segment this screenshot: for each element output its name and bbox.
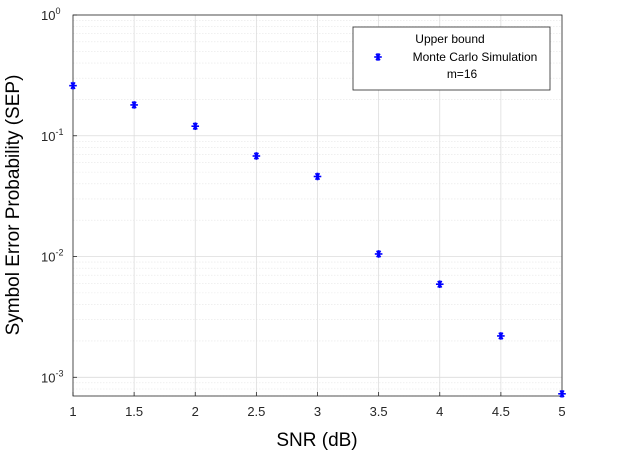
x-tick-label: 1.5 [125,404,143,419]
legend: Upper bound Monte Carlo Simulation m=16 [352,26,551,91]
legend-box [352,26,551,91]
data-point [374,250,383,258]
legend-marker-asterisk [374,53,382,61]
x-tick-label: 2 [192,404,199,419]
legend-asterisk [374,53,382,61]
y-tick-label: 10-2 [41,248,63,265]
data-point [558,389,566,398]
data-point [69,81,77,90]
x-tick-label: 2.5 [247,404,265,419]
y-tick-label: 100 [41,6,60,23]
data-point [191,122,200,131]
x-tick-label: 4 [436,404,443,419]
y-tick-label: 10-1 [41,127,63,144]
legend-entry-monte-carlo: Monte Carlo Simulation [413,50,538,64]
y-tick-label: 10-3 [41,368,63,385]
data-point [130,101,138,109]
data-point [252,152,261,160]
legend-entry-m16: m=16 [447,67,478,81]
data-point [313,172,322,181]
y-axis-label: Symbol Error Probability (SEP) [3,75,24,336]
x-tick-label: 1 [69,404,76,419]
data-point [435,280,444,289]
x-axis-label: SNR (dB) [276,430,357,451]
data-points [69,81,566,398]
x-tick-label: 3 [314,404,321,419]
x-tick-label: 5 [558,404,565,419]
legend-entry-upper-bound: Upper bound [415,32,484,46]
x-tick-label: 4.5 [492,404,510,419]
x-tick-label: 3.5 [370,404,388,419]
data-point [497,332,505,340]
y-tick-labels: 100 10-1 10-2 10-3 [41,6,77,385]
x-tick-labels: 1 1.5 2 2.5 3 3.5 4 4.5 5 [69,392,566,419]
